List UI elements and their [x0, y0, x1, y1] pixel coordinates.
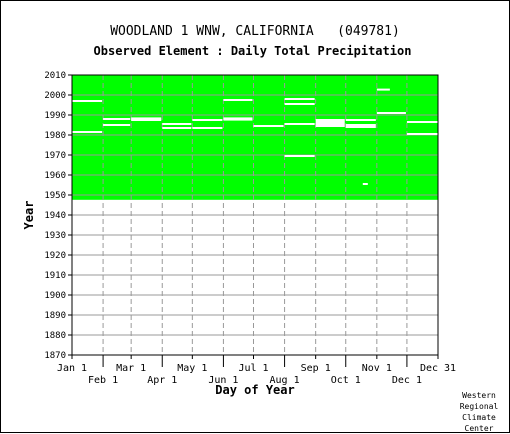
x-tick-label: Apr 1 [147, 375, 177, 386]
x-tick-label: Dec 1 [392, 375, 422, 386]
y-tick-label: 1910 [44, 271, 66, 281]
y-tick-label: 2010 [44, 71, 66, 81]
y-tick-label: 1960 [44, 171, 66, 181]
missing-segment [223, 99, 253, 101]
credit-text: Western Regional Climate Center [450, 390, 508, 434]
y-tick-label: 1920 [44, 251, 66, 261]
missing-segment [376, 88, 390, 91]
missing-segment [284, 98, 315, 100]
x-tick-label: Dec 31 [420, 363, 456, 374]
y-ticks: 2010 2000 1990 1980 1970 1960 1950 1940 1930 1920… [44, 71, 72, 361]
y-tick-label: 1930 [44, 231, 66, 241]
missing-segment [103, 124, 131, 126]
x-tick-label: Mar 1 [116, 363, 146, 374]
missing-segment [162, 127, 192, 129]
y-tick-label: 1890 [44, 311, 66, 321]
missing-segment [192, 119, 223, 121]
missing-segment [315, 121, 345, 123]
x-tick-label: Jul 1 [238, 363, 268, 374]
y-tick-label: 1990 [44, 111, 66, 121]
y-axis-label: Year [22, 201, 36, 230]
credit-line: Western [462, 391, 496, 400]
x-tick-label: Jun 1 [208, 375, 238, 386]
missing-data-lines [72, 88, 438, 185]
data-area [72, 75, 438, 200]
y-tick-label: 1880 [44, 331, 66, 341]
missing-segment [345, 119, 376, 121]
credit-line: Center [464, 424, 494, 433]
missing-segment [362, 183, 368, 185]
chart-subtitle: Observed Element : Daily Total Precipita… [93, 44, 412, 58]
x-tick-label: Nov 1 [362, 363, 392, 374]
missing-segment [131, 119, 162, 121]
missing-segment [406, 133, 438, 135]
missing-segment [315, 123, 345, 125]
missing-segment [253, 125, 284, 127]
x-axis-label: Day of Year [215, 383, 294, 397]
missing-segment [284, 123, 315, 125]
x-tick-label: May 1 [177, 363, 207, 374]
missing-segment [223, 117, 253, 120]
missing-segment [376, 112, 406, 114]
y-tick-label: 2000 [44, 91, 66, 101]
missing-segment [162, 123, 192, 125]
missing-segment [315, 125, 345, 127]
x-tick-label: Sep 1 [301, 363, 331, 374]
missing-segment [345, 126, 376, 128]
x-tick-label: Feb 1 [88, 375, 118, 386]
chart-title: WOODLAND 1 WNW, CALIFORNIA (049781) [110, 24, 400, 39]
y-tick-label: 1900 [44, 291, 66, 301]
missing-segment [284, 155, 315, 157]
y-tick-label: 1870 [44, 351, 66, 361]
credit-line: Regional [459, 402, 499, 411]
data-period-fill [72, 75, 438, 200]
missing-segment [103, 118, 131, 120]
missing-segment [223, 118, 253, 121]
missing-segment [315, 119, 345, 121]
x-tick-label: Aug 1 [270, 375, 300, 386]
missing-segment [72, 131, 103, 133]
missing-segment [284, 103, 315, 105]
x-tick-label: Jan 1 [57, 363, 87, 374]
credit-line: Climate [462, 413, 496, 422]
y-tick-label: 1950 [44, 191, 66, 201]
missing-segment [192, 127, 223, 129]
y-tick-label: 1940 [44, 211, 66, 221]
y-tick-label: 1970 [44, 151, 66, 161]
missing-segment [345, 124, 376, 126]
missing-segment [131, 117, 162, 120]
y-tick-label: 1980 [44, 131, 66, 141]
missing-segment [72, 100, 103, 102]
x-tick-label: Oct 1 [331, 375, 361, 386]
missing-segment [406, 121, 438, 123]
